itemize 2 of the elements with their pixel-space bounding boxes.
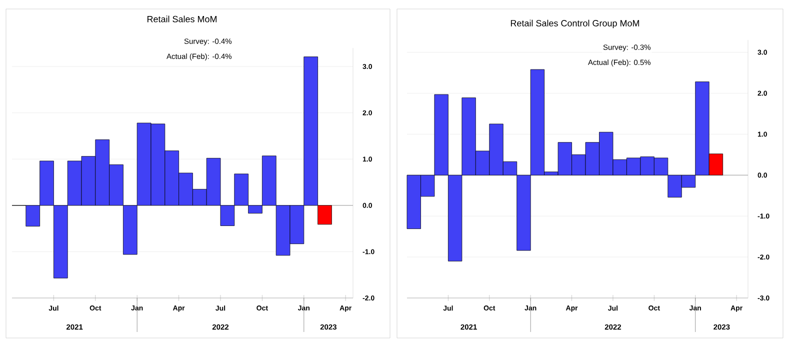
chart-title: Retail Sales MoM <box>147 16 217 22</box>
chart-title: Retail Sales Control Group MoM <box>510 20 640 28</box>
